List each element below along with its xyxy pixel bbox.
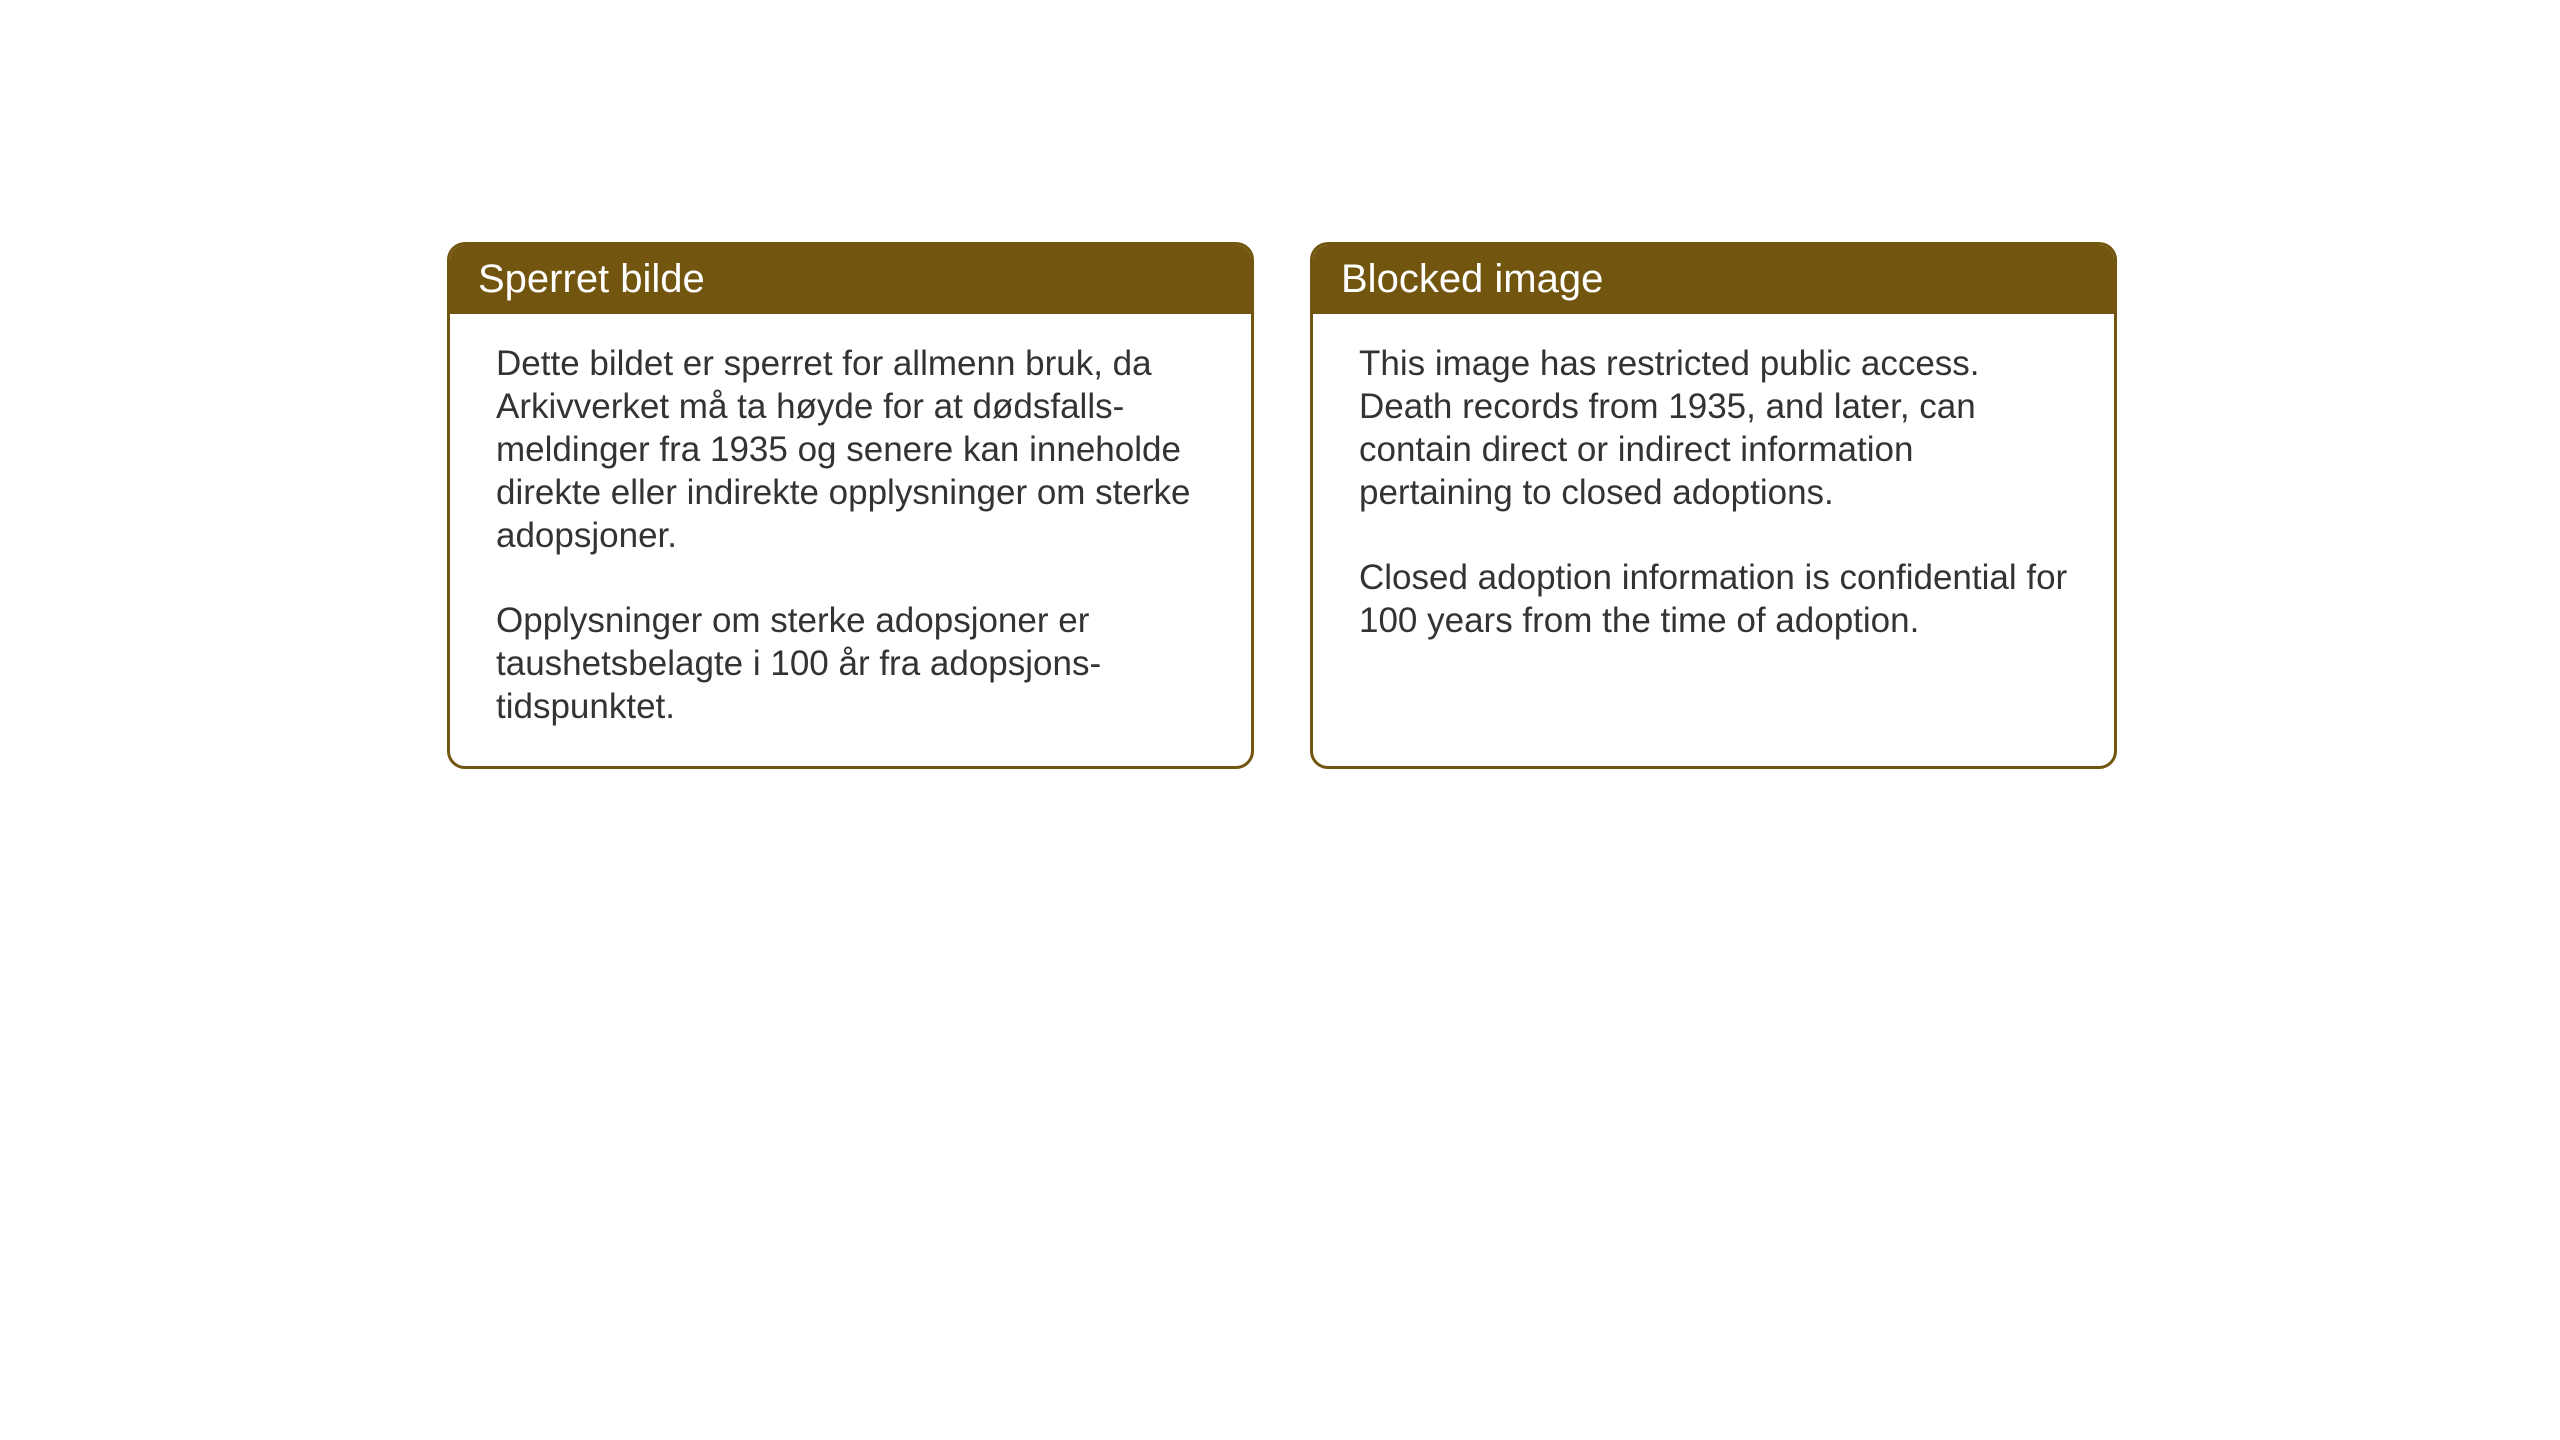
notice-header-norwegian: Sperret bilde bbox=[450, 245, 1251, 314]
notice-body-norwegian: Dette bildet er sperret for allmenn bruk… bbox=[450, 314, 1251, 766]
notice-box-norwegian: Sperret bilde Dette bildet er sperret fo… bbox=[447, 242, 1254, 769]
notice-box-english: Blocked image This image has restricted … bbox=[1310, 242, 2117, 769]
notice-paragraph1-norwegian: Dette bildet er sperret for allmenn bruk… bbox=[496, 342, 1205, 557]
notice-paragraph2-english: Closed adoption information is confident… bbox=[1359, 556, 2068, 642]
notice-container: Sperret bilde Dette bildet er sperret fo… bbox=[447, 242, 2117, 769]
notice-paragraph2-norwegian: Opplysninger om sterke adopsjoner er tau… bbox=[496, 599, 1205, 728]
notice-body-english: This image has restricted public access.… bbox=[1313, 314, 2114, 680]
notice-paragraph1-english: This image has restricted public access.… bbox=[1359, 342, 2068, 514]
notice-header-english: Blocked image bbox=[1313, 245, 2114, 314]
notice-title-english: Blocked image bbox=[1341, 257, 1603, 301]
notice-title-norwegian: Sperret bilde bbox=[478, 257, 705, 301]
